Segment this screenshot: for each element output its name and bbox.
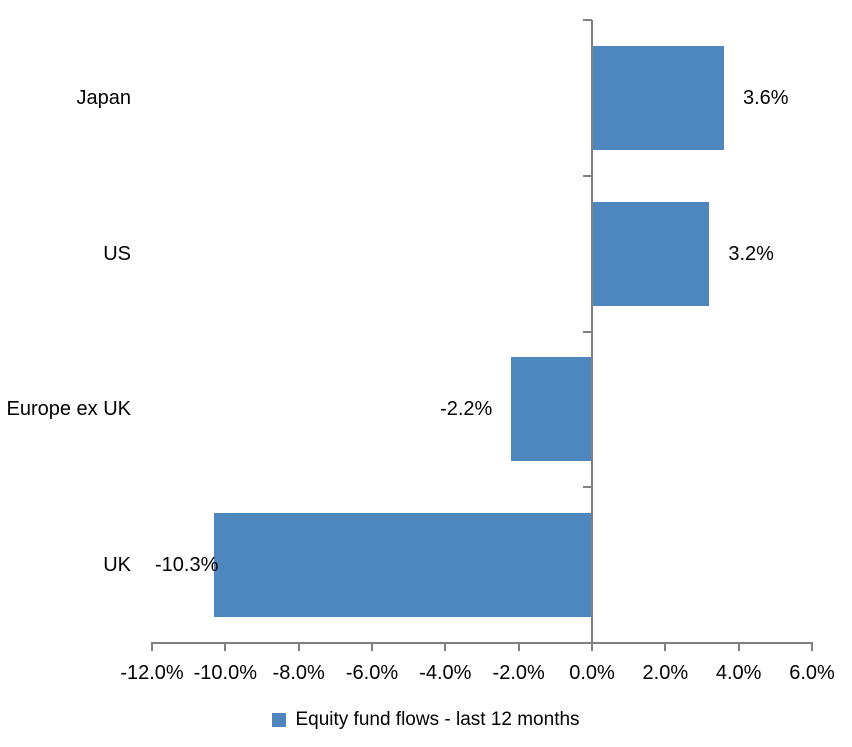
x-tick-label-7: 2.0% (642, 662, 689, 684)
category-axis-tick (583, 19, 592, 21)
x-axis-tick (664, 643, 667, 651)
category-label-japan: Japan (76, 86, 132, 109)
x-axis-tick (591, 643, 593, 651)
x-tick-label-9: 6.0% (789, 662, 835, 684)
x-axis-tick (517, 643, 520, 651)
x-axis-tick (297, 643, 300, 651)
legend-swatch-icon (272, 712, 287, 727)
x-axis-tick (224, 643, 227, 651)
x-axis-tick (811, 643, 813, 651)
y-axis-line (591, 20, 593, 643)
bar-us (592, 201, 710, 306)
x-axis-tick (737, 643, 740, 651)
data-label-us: 3.2% (728, 242, 774, 265)
x-tick-label-4: -4.0% (419, 662, 472, 684)
bar-japan (592, 45, 724, 150)
x-tick-label-8: 4.0% (715, 662, 762, 684)
x-tick-label-6: 0.0% (569, 662, 615, 684)
bar-europe-ex-uk (511, 357, 592, 462)
category-label-uk: UK (103, 554, 131, 577)
x-axis-tick (151, 643, 153, 651)
category-axis-tick (583, 486, 592, 489)
data-label-europe-ex-uk: -2.2% (440, 398, 493, 421)
bar-uk (214, 513, 592, 618)
data-label-uk: -10.3% (155, 554, 219, 577)
x-tick-label-0: -12.0% (120, 662, 184, 684)
x-tick-label-1: -10.0% (193, 662, 258, 684)
category-axis-tick (583, 174, 592, 177)
x-tick-label-5: -2.0% (492, 662, 545, 684)
category-axis-tick (583, 330, 592, 333)
legend: Equity fund flows - last 12 months (0, 710, 852, 729)
category-label-us: US (103, 242, 131, 265)
x-tick-label-2: -8.0% (272, 662, 325, 684)
x-axis-tick (371, 643, 373, 651)
x-axis-line (151, 642, 813, 644)
x-axis-tick (444, 643, 447, 651)
legend-label: Equity fund flows - last 12 months (295, 709, 580, 730)
x-tick-label-3: -6.0% (345, 662, 399, 684)
category-label-europe-ex-uk: Europe ex UK (6, 398, 131, 421)
data-label-japan: 3.6% (743, 86, 789, 109)
